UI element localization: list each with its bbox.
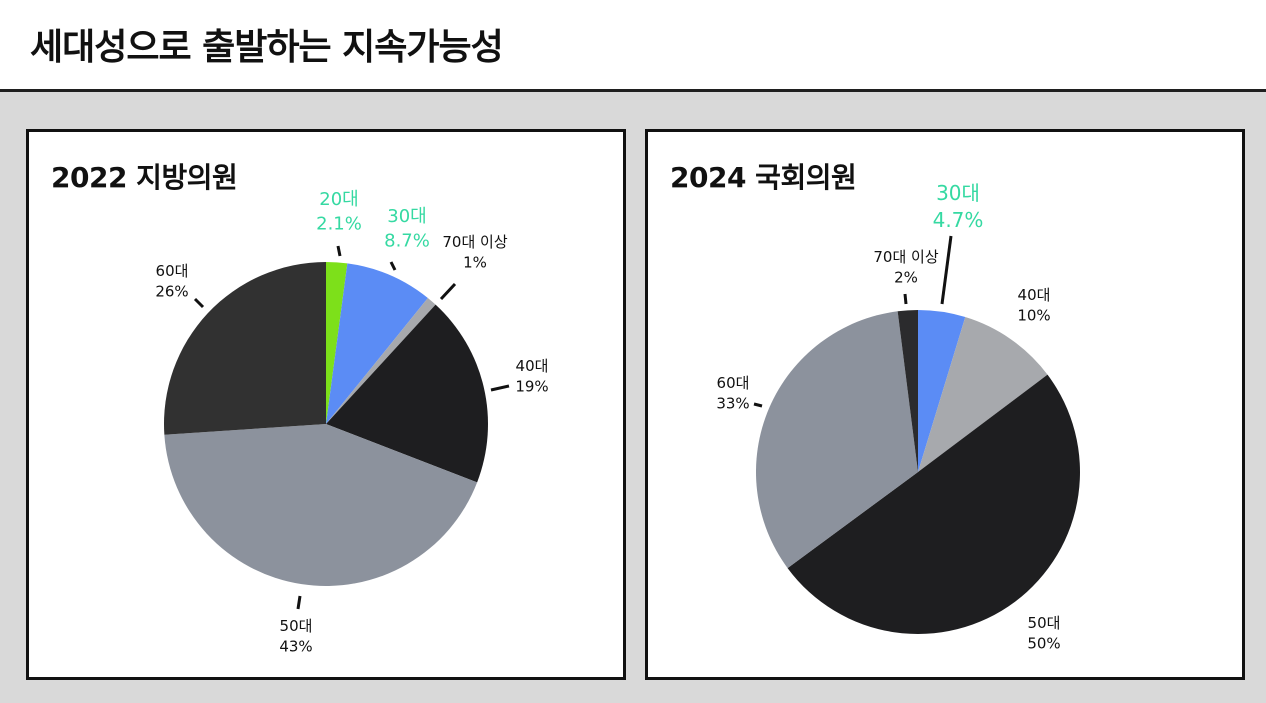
slice-value-2022-1: 8.7% xyxy=(384,230,430,251)
pie-slice-2022-5 xyxy=(164,262,326,435)
chart-panel-2022: 2022 지방의원 20대 2.1% 30대 8.7% 70대 이상 1% 40대 19% 50… xyxy=(26,129,626,680)
slice-value-2024-1: 10% xyxy=(1017,306,1050,324)
pie-slice-2024-4 xyxy=(897,310,918,472)
pie-slice-2022-4 xyxy=(164,424,478,586)
pie-slice-2024-2 xyxy=(787,374,1080,634)
header-bar: 세대성으로 출발하는 지속가능성 xyxy=(0,0,1266,92)
slice-value-2024-3: 33% xyxy=(716,394,749,412)
leader-line-2022-5 xyxy=(193,297,205,309)
slice-label-2024-4: 70대 이상 xyxy=(873,248,938,266)
chart-panel-2024: 2024 국회의원 30대 4.7% 40대 10% 50대 50% 60대 33% 70대 이… xyxy=(645,129,1245,680)
leader-line-2022-0 xyxy=(336,245,342,257)
slice-label-2022-5: 60대 xyxy=(156,262,189,280)
pie-chart-2022: 20대 2.1% 30대 8.7% 70대 이상 1% 40대 19% 50대 43% 60대 26% xyxy=(155,189,549,655)
slice-label-2022-1: 30대 xyxy=(387,206,426,227)
leader-line-2022-3 xyxy=(490,384,510,392)
leader-line-2022-4 xyxy=(296,595,302,610)
slice-label-2022-2: 70대 이상 xyxy=(442,233,507,251)
slice-value-2022-5: 26% xyxy=(155,282,188,300)
slice-value-2022-2: 1% xyxy=(463,253,487,271)
leader-line-2022-1 xyxy=(389,261,397,271)
slice-value-2024-0: 4.7% xyxy=(933,208,984,232)
slice-value-2022-4: 43% xyxy=(279,637,312,655)
slice-label-2024-0: 30대 xyxy=(936,181,980,205)
pie-slice-2022-0 xyxy=(326,262,348,424)
pie-slice-2022-1 xyxy=(326,263,428,424)
pie-slice-2024-1 xyxy=(918,317,1048,472)
chart-title-2024: 2024 국회의원 xyxy=(670,161,857,194)
slice-value-2022-0: 2.1% xyxy=(316,213,362,234)
leader-line-2024-3 xyxy=(753,402,763,408)
slice-label-2024-2: 50대 xyxy=(1028,614,1061,632)
pie-slice-2022-2 xyxy=(326,298,436,424)
slice-label-2022-4: 50대 xyxy=(280,617,313,635)
leader-line-2024-0 xyxy=(940,235,953,305)
slice-label-2022-0: 20대 xyxy=(319,189,358,210)
chart-title-2022: 2022 지방의원 xyxy=(51,161,238,194)
slice-value-2022-3: 19% xyxy=(515,377,548,395)
pie-slice-2024-0 xyxy=(918,310,966,472)
slice-label-2022-3: 40대 xyxy=(516,357,549,375)
page-title: 세대성으로 출발하는 지속가능성 xyxy=(30,27,504,68)
slice-label-2024-3: 60대 xyxy=(717,374,750,392)
leader-line-2022-2 xyxy=(439,282,457,301)
slice-label-2024-1: 40대 xyxy=(1018,286,1051,304)
leader-line-2024-4 xyxy=(903,293,908,305)
slice-value-2024-4: 2% xyxy=(894,268,918,286)
pie-slice-2024-3 xyxy=(756,311,918,569)
pie-chart-2024: 30대 4.7% 40대 10% 50대 50% 60대 33% 70대 이상 2% xyxy=(716,181,1080,652)
pie-slice-2022-3 xyxy=(326,304,488,483)
slice-value-2024-2: 50% xyxy=(1027,634,1060,652)
